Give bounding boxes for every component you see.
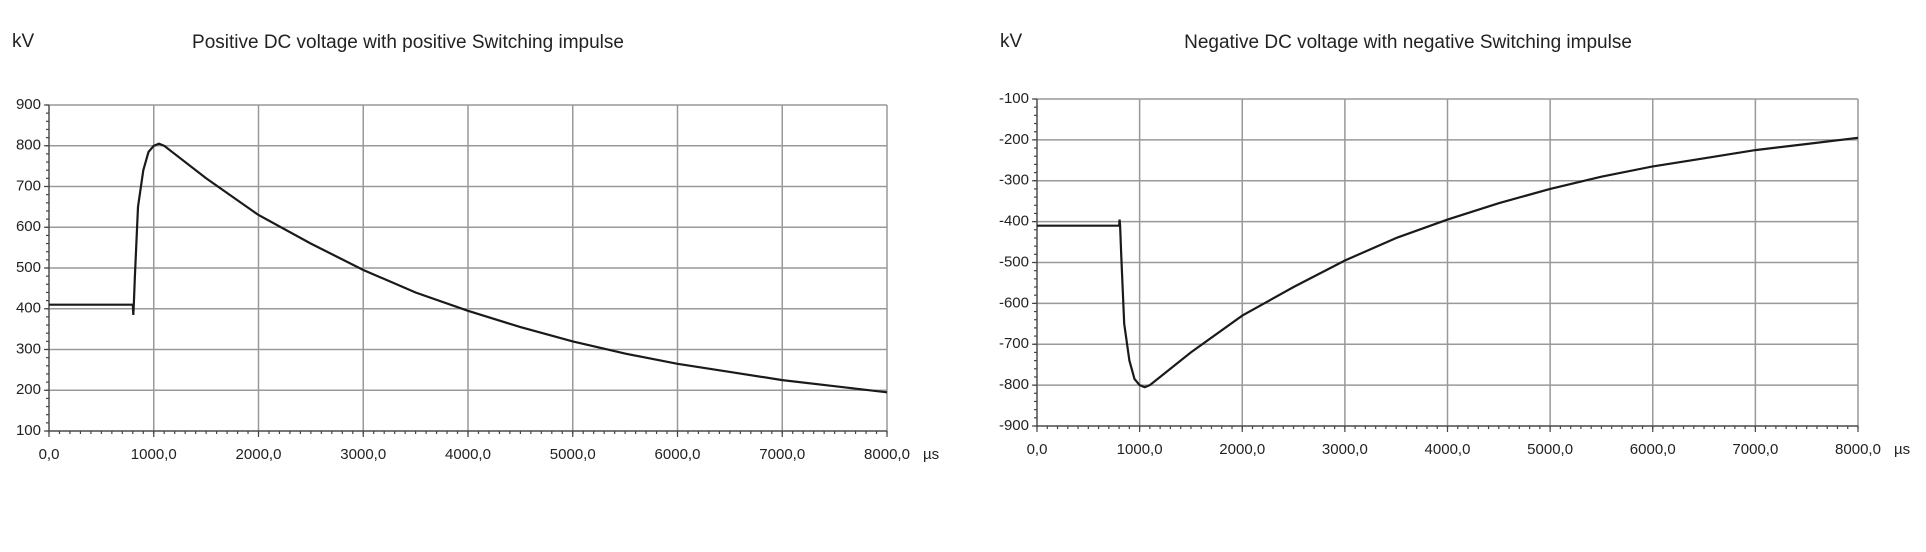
- y-tick-label: -500: [999, 253, 1029, 270]
- x-tick-label: 4000,0: [1425, 441, 1471, 458]
- x-tick-label: 7000,0: [1732, 441, 1778, 458]
- x-tick-label: 2000,0: [1219, 441, 1265, 458]
- x-axis-label: µs: [1894, 441, 1910, 458]
- x-tick-label: 4000,0: [445, 446, 491, 463]
- voltage-line: [49, 142, 888, 394]
- y-tick-label: -600: [999, 294, 1029, 311]
- y-axis-label: kV: [1000, 31, 1023, 52]
- x-tick-label: 6000,0: [655, 446, 701, 463]
- x-tick-label: 5000,0: [550, 446, 596, 463]
- y-tick-label: -100: [999, 90, 1029, 107]
- x-tick-label: 3000,0: [340, 446, 386, 463]
- x-tick-label: 8000,0: [864, 446, 910, 463]
- y-tick-label: 900: [16, 96, 41, 113]
- y-tick-label: 300: [16, 340, 41, 357]
- y-tick-label: 400: [16, 300, 41, 317]
- x-tick-label: 1000,0: [131, 446, 177, 463]
- x-tick-label: 7000,0: [759, 446, 805, 463]
- y-tick-label: -800: [999, 376, 1029, 393]
- y-tick-label: 700: [16, 177, 41, 194]
- x-tick-label: 1000,0: [1117, 441, 1163, 458]
- y-tick-label: -200: [999, 131, 1029, 148]
- x-tick-label: 0,0: [39, 446, 60, 463]
- x-tick-label: 6000,0: [1630, 441, 1676, 458]
- y-tick-label: 500: [16, 259, 41, 276]
- chart-title: Negative DC voltage with negative Switch…: [1184, 32, 1632, 53]
- y-tick-label: -700: [999, 335, 1029, 352]
- y-tick-label: 200: [16, 381, 41, 398]
- y-tick-label: -900: [999, 417, 1029, 434]
- y-axis-label: kV: [12, 31, 35, 52]
- x-tick-label: 3000,0: [1322, 441, 1368, 458]
- y-tick-label: 800: [16, 137, 41, 154]
- x-tick-label: 5000,0: [1527, 441, 1573, 458]
- x-tick-label: 8000,0: [1835, 441, 1881, 458]
- x-axis-label: µs: [923, 446, 939, 463]
- y-tick-label: 600: [16, 218, 41, 235]
- y-tick-label: -300: [999, 172, 1029, 189]
- y-tick-label: -400: [999, 213, 1029, 230]
- voltage-line: [1037, 136, 1859, 389]
- x-tick-label: 0,0: [1027, 441, 1048, 458]
- x-tick-label: 2000,0: [236, 446, 282, 463]
- chart-title: Positive DC voltage with positive Switch…: [192, 32, 624, 53]
- y-tick-label: 100: [16, 422, 41, 439]
